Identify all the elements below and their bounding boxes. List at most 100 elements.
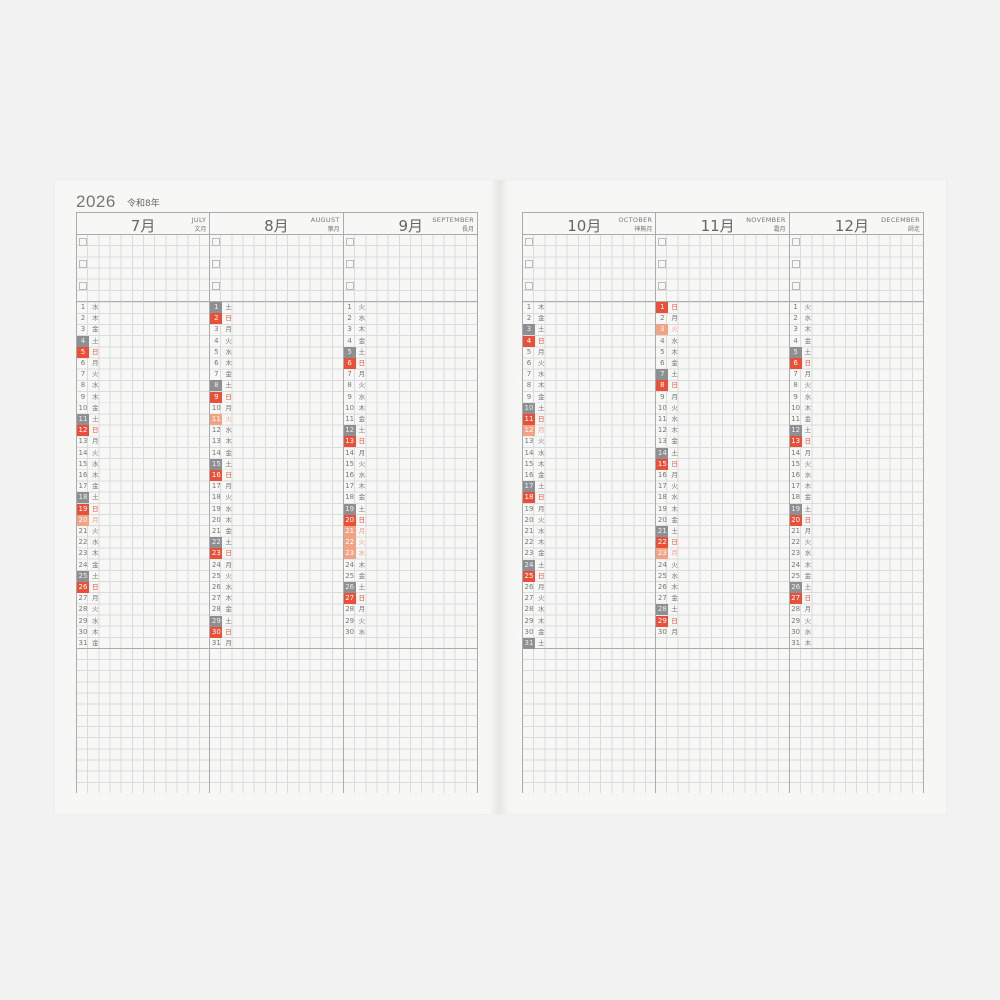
day-row[interactable]: 28 月 (790, 604, 830, 615)
day-row[interactable]: 24 木 (344, 560, 384, 571)
day-row[interactable]: 12 木 (656, 425, 696, 436)
day-row[interactable]: 24 木 (790, 560, 830, 571)
task-checkbox[interactable] (212, 260, 221, 268)
day-row[interactable]: 15 日 (656, 458, 696, 470)
day-row[interactable]: 17 金 (77, 481, 117, 492)
day-row[interactable]: 10 月 (210, 403, 250, 414)
day-row[interactable]: 17 土 (523, 481, 563, 493)
day-row[interactable]: 24 月 (210, 560, 250, 571)
day-row[interactable]: 29 水 (77, 616, 117, 627)
day-row[interactable]: 26 日 (77, 582, 117, 593)
day-row[interactable]: 13 日 (343, 436, 384, 448)
day-row[interactable]: 28 金 (210, 604, 250, 615)
day-row[interactable]: 31 月 (210, 638, 250, 649)
task-checkbox[interactable] (791, 260, 800, 268)
day-row[interactable]: 16 日 (210, 470, 250, 481)
day-row[interactable]: 20 金 (656, 515, 696, 526)
day-row[interactable]: 13 月 (77, 436, 117, 447)
day-row[interactable]: 31 土 (523, 638, 563, 649)
day-row[interactable]: 16 水 (790, 470, 830, 481)
day-row[interactable]: 13 日 (789, 436, 830, 448)
day-row[interactable]: 28 水 (523, 604, 563, 615)
day-row[interactable]: 25 水 (656, 571, 696, 582)
day-row[interactable]: 19 水 (210, 504, 250, 515)
task-checkbox[interactable] (791, 282, 800, 290)
day-row[interactable]: 15 水 (77, 459, 117, 470)
day-row[interactable]: 25 日 (523, 570, 563, 582)
day-row[interactable]: 12 月 (523, 425, 563, 437)
day-row[interactable]: 21 金 (210, 526, 250, 537)
task-checkbox[interactable] (525, 238, 533, 246)
day-row[interactable]: 18 金 (790, 492, 830, 503)
day-row[interactable]: 29 木 (523, 616, 563, 627)
task-checkbox[interactable] (345, 238, 354, 246)
day-row[interactable]: 18 土 (77, 492, 117, 504)
day-row[interactable]: 28 火 (77, 604, 117, 615)
day-row[interactable]: 30 月 (656, 627, 696, 638)
task-checkbox[interactable] (525, 282, 533, 290)
day-row[interactable]: 14 水 (523, 448, 563, 459)
day-row[interactable]: 26 水 (210, 582, 250, 593)
day-row[interactable]: 23 月 (656, 548, 696, 560)
day-row[interactable]: 28 土 (656, 604, 696, 616)
day-row[interactable]: 27 日 (789, 593, 830, 605)
day-row[interactable]: 26 月 (523, 582, 563, 593)
day-row[interactable]: 14 金 (210, 448, 250, 459)
notes-area[interactable] (77, 649, 210, 793)
day-row[interactable]: 31 木 (790, 638, 830, 649)
day-row[interactable]: 16 木 (77, 470, 117, 481)
day-row[interactable]: 30 金 (523, 627, 563, 638)
day-row[interactable]: 16 金 (523, 470, 563, 481)
day-row[interactable]: 24 土 (523, 559, 563, 571)
day-row[interactable]: 14 月 (790, 448, 830, 459)
day-row[interactable]: 30 水 (790, 627, 830, 638)
task-checkbox[interactable] (525, 260, 533, 268)
day-row[interactable]: 20 火 (523, 515, 563, 526)
day-row[interactable]: 12 水 (210, 425, 250, 436)
day-row[interactable]: 10 火 (656, 403, 696, 414)
day-row[interactable]: 15 火 (344, 459, 384, 470)
day-row[interactable]: 17 木 (344, 481, 384, 492)
day-row[interactable]: 27 火 (523, 593, 563, 604)
task-checkbox[interactable] (658, 260, 667, 268)
day-row[interactable]: 12 土 (343, 425, 384, 437)
day-row[interactable]: 19 日 (77, 503, 117, 515)
day-row[interactable]: 14 火 (77, 448, 117, 459)
task-checkbox[interactable] (79, 282, 87, 290)
day-row[interactable]: 24 金 (77, 560, 117, 571)
task-checkbox[interactable] (658, 238, 667, 246)
task-checkbox[interactable] (79, 260, 87, 268)
day-row[interactable]: 19 木 (656, 504, 696, 515)
day-row[interactable]: 18 火 (210, 492, 250, 503)
day-row[interactable]: 25 火 (210, 571, 250, 582)
task-checkbox[interactable] (79, 238, 87, 246)
day-row[interactable]: 14 土 (656, 447, 696, 459)
